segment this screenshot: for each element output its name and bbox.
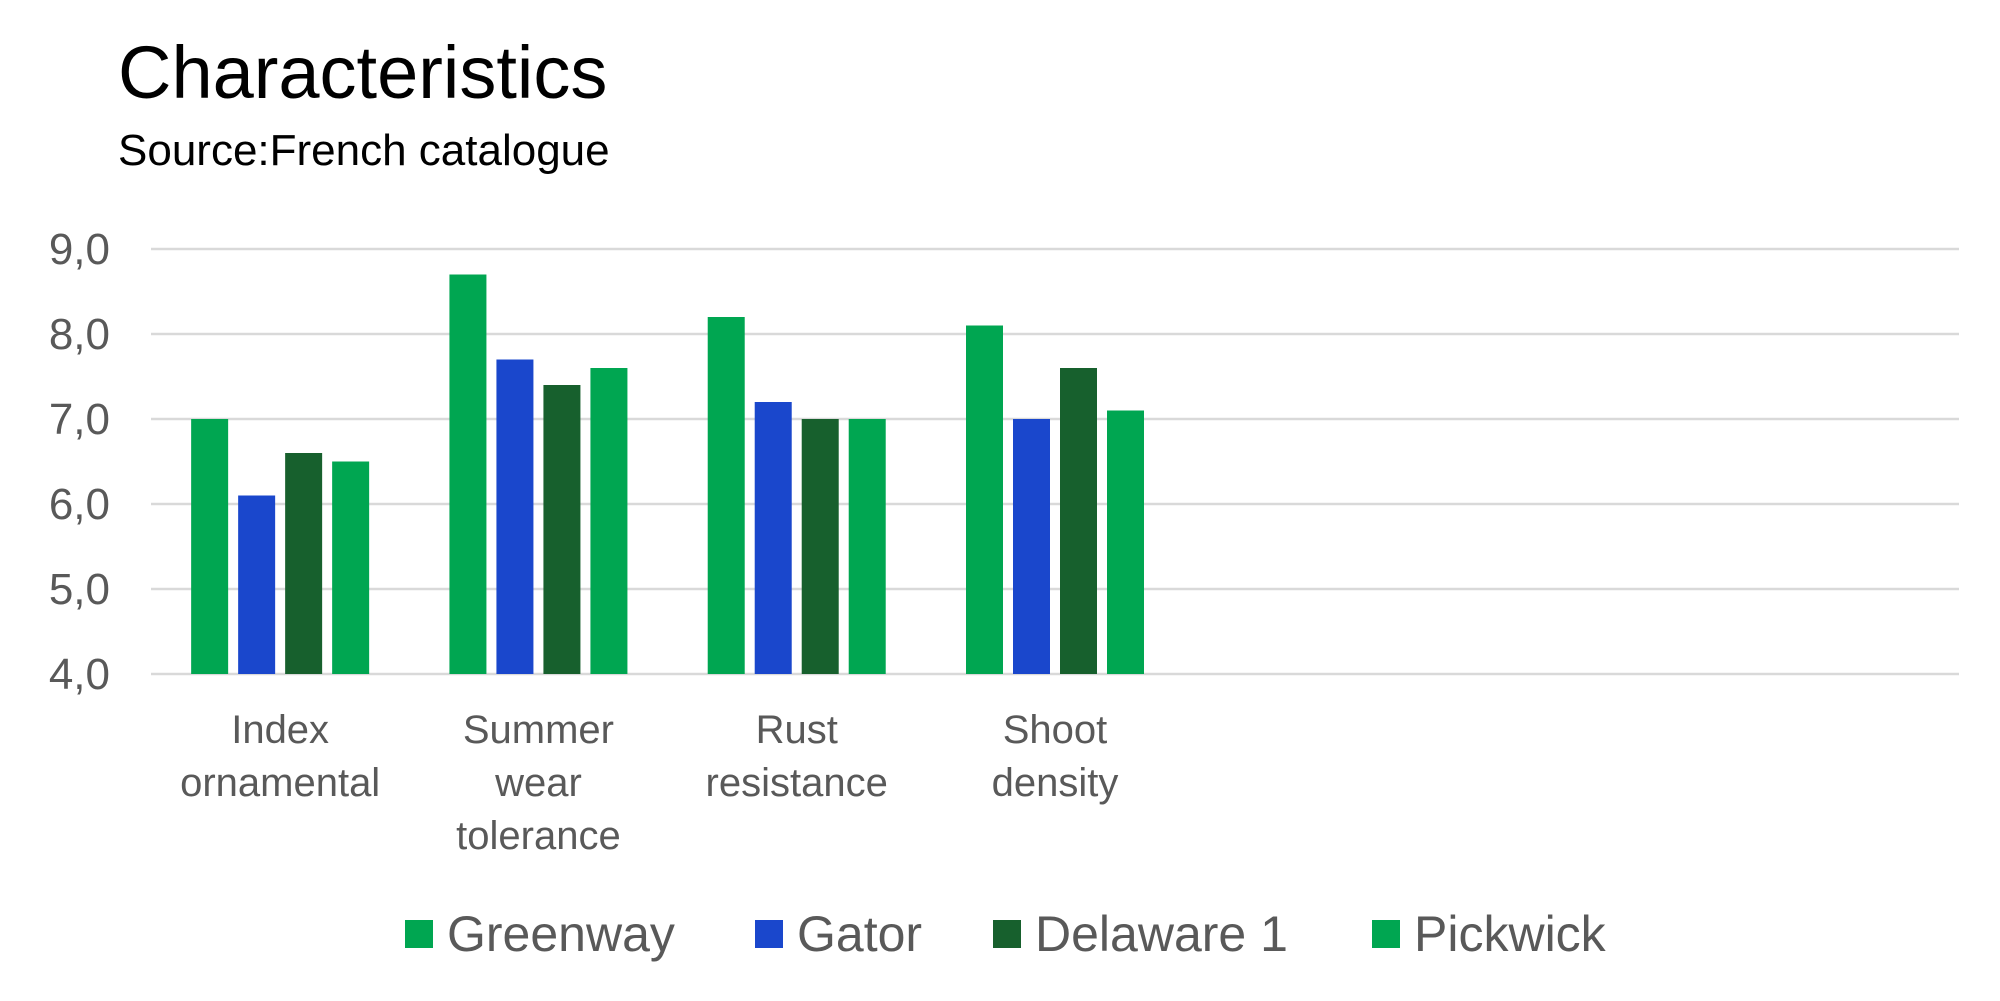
chart-title: Characteristics [118,31,608,114]
legend-label: Pickwick [1414,906,1607,962]
legend-label: Greenway [447,906,675,962]
x-tick-label: density [992,761,1119,805]
y-tick-label: 7,0 [49,395,110,444]
y-tick-label: 9,0 [49,225,110,274]
bar-gator [496,359,534,674]
y-tick-label: 8,0 [49,310,110,359]
x-tick-label: Index [231,708,329,752]
bar-greenway [191,419,229,674]
bar-delaware-1 [1060,368,1097,674]
legend-swatch [993,920,1021,948]
x-tick-label: ornamental [180,761,380,805]
legend-swatch [405,920,433,948]
bar-greenway [707,317,745,674]
x-tick-label: wear [494,761,582,805]
x-tick-label: tolerance [456,814,621,858]
bar-delaware-1 [543,385,581,674]
bar-pickwick [332,461,370,674]
bar-gator [238,495,276,674]
x-tick-label: Rust [756,708,838,752]
y-tick-label: 5,0 [49,565,110,614]
bar-pickwick [590,368,628,674]
bar-delaware-1 [285,453,323,674]
x-tick-label: Shoot [1003,708,1108,752]
bar-pickwick [1107,410,1144,674]
y-tick-label: 6,0 [49,480,110,529]
y-tick-label: 4,0 [49,650,110,699]
x-tick-label: Summer [463,708,614,752]
chart-subtitle: Source:French catalogue [118,126,610,175]
bar-greenway [966,325,1003,674]
legend-label: Gator [797,906,922,962]
bar-pickwick [848,419,886,674]
bar-gator [754,402,792,674]
legend-label: Delaware 1 [1035,906,1288,962]
bar-greenway [449,274,487,674]
legend-swatch [1372,920,1400,948]
bar-delaware-1 [801,419,839,674]
bar-gator [1013,419,1050,674]
x-tick-label: resistance [706,761,888,805]
legend-swatch [755,920,783,948]
